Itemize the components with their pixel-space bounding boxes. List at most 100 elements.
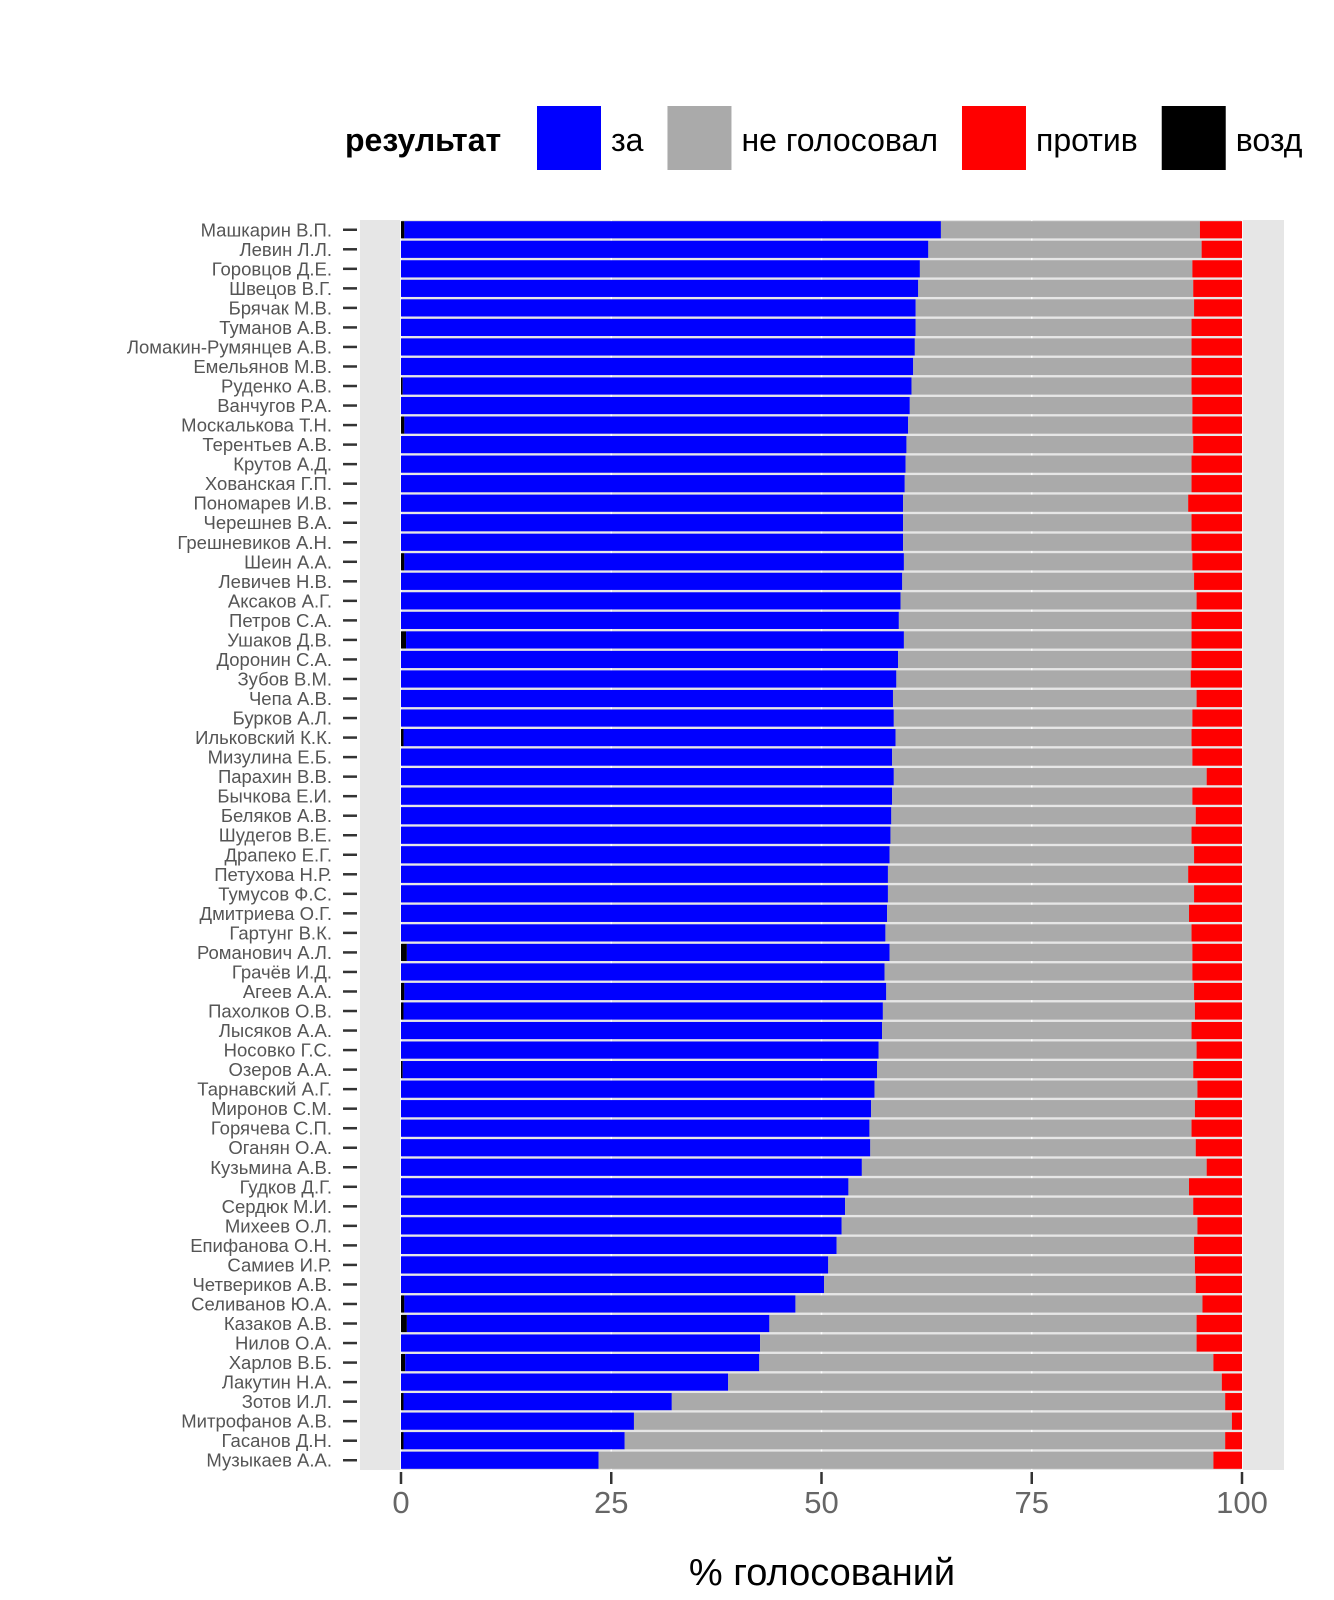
bar-segment-za <box>401 279 919 297</box>
bar-segment-ng <box>845 1197 1194 1215</box>
bar-segment-pr <box>1188 865 1242 883</box>
bar-segment-za <box>401 787 893 805</box>
bar-segment-za <box>401 1217 842 1235</box>
bar-segment-za <box>401 1158 862 1176</box>
bar-segment-za <box>401 963 885 981</box>
bar-segment-ng <box>870 1139 1196 1157</box>
bar-row <box>401 396 1242 415</box>
bar-segment-za <box>402 377 912 395</box>
bar-segment-pr <box>1192 787 1242 805</box>
bar-segment-pr <box>1196 689 1242 708</box>
bar-row <box>401 904 1242 922</box>
bar-row <box>401 865 1242 883</box>
bar-segment-abst <box>401 221 405 239</box>
bar-row <box>401 514 1242 532</box>
bar-segment-pr <box>1193 1197 1242 1215</box>
bar-row <box>401 924 1242 942</box>
bar-segment-abst <box>401 1061 403 1079</box>
legend-label: возд <box>1236 122 1303 158</box>
bar-row <box>401 1451 1242 1469</box>
bar-segment-ng <box>909 396 1193 415</box>
bar-row <box>401 1393 1242 1411</box>
bar-segment-ng <box>918 279 1194 297</box>
bar-segment-ng <box>671 1393 1226 1411</box>
bar-segment-pr <box>1225 1393 1242 1411</box>
y-tick-label: Ванчугов Р.А. <box>217 395 332 416</box>
bar-row <box>401 475 1242 493</box>
bar-row <box>401 1334 1242 1352</box>
bar-row <box>401 1217 1242 1235</box>
y-tick-label: Емельянов М.В. <box>193 356 332 377</box>
y-tick-label: Мизулина Е.Б. <box>208 747 332 768</box>
bar-segment-za <box>402 1061 878 1079</box>
bar-segment-ng <box>892 689 1197 708</box>
bar-row <box>401 1256 1242 1274</box>
bar-segment-za <box>404 221 941 239</box>
bar-segment-za <box>401 1256 829 1274</box>
bar-row <box>401 1178 1242 1196</box>
bar-segment-abst <box>401 416 405 434</box>
bar-row <box>401 338 1242 356</box>
bar-row <box>401 963 1242 981</box>
bar-row <box>401 260 1242 278</box>
bar-row <box>401 455 1242 473</box>
bar-row <box>401 807 1242 825</box>
bar-segment-za <box>401 514 904 532</box>
bar-segment-za <box>401 396 910 415</box>
bar-segment-pr <box>1195 1139 1242 1157</box>
bar-segment-ng <box>903 631 1192 649</box>
bar-segment-ng <box>895 728 1192 747</box>
bar-segment-pr <box>1191 728 1242 747</box>
bar-segment-ng <box>887 904 1190 922</box>
bar-segment-pr <box>1191 631 1242 649</box>
bar-segment-pr <box>1213 1451 1242 1469</box>
bar-segment-za <box>401 260 920 278</box>
y-tick-label: Самиев И.Р. <box>227 1254 332 1275</box>
y-tick-label: Тумусов Ф.С. <box>218 883 332 904</box>
bar-segment-za <box>403 728 896 747</box>
bar-row <box>401 592 1242 610</box>
bar-segment-abst <box>401 1353 406 1372</box>
bar-segment-pr <box>1194 982 1242 1001</box>
bar-row <box>401 768 1242 786</box>
y-tick-label: Нилов О.А. <box>235 1333 332 1354</box>
bar-segment-za <box>401 475 905 493</box>
bar-segment-za <box>401 533 904 551</box>
bar-segment-ng <box>903 533 1192 551</box>
bar-segment-za <box>401 1041 879 1059</box>
bar-segment-pr <box>1188 494 1242 512</box>
bar-row <box>401 1197 1242 1215</box>
y-tick-label: Тарнавский А.Г. <box>197 1079 332 1100</box>
bar-segment-za <box>401 1100 872 1118</box>
bar-segment-ng <box>598 1451 1214 1469</box>
bar-segment-ng <box>889 846 1195 864</box>
x-tick-label: 100 <box>1216 1485 1268 1520</box>
legend-item: против <box>961 106 1138 170</box>
bar-row <box>401 318 1242 337</box>
y-tick-label: Зотов И.Л. <box>242 1391 332 1412</box>
bar-segment-pr <box>1221 1373 1242 1391</box>
bar-segment-ng <box>893 709 1193 727</box>
y-tick-label: Пономарев И.В. <box>193 493 332 514</box>
bar-segment-abst <box>401 728 404 747</box>
bar-segment-ng <box>841 1217 1198 1235</box>
bar-segment-ng <box>836 1236 1195 1254</box>
bar-segment-za <box>401 1119 870 1137</box>
bar-segment-pr <box>1191 318 1242 337</box>
bar-row <box>401 377 1242 395</box>
bar-row <box>401 670 1242 688</box>
bar-row <box>401 572 1242 590</box>
bar-row <box>401 1373 1242 1391</box>
bar-segment-za <box>401 455 906 473</box>
bar-segment-pr <box>1194 1002 1242 1020</box>
y-tick-label: Бычкова Е.И. <box>217 786 332 807</box>
bar-segment-pr <box>1191 357 1242 376</box>
y-axis-labels: Машкарин В.П.Левин Л.Л.Горовцов Д.Е.Швец… <box>127 219 332 1470</box>
bar-segment-pr <box>1191 338 1242 356</box>
bar-segment-abst <box>401 1002 404 1020</box>
bar-segment-pr <box>1192 396 1242 415</box>
y-tick-label: Ильковский К.К. <box>195 727 332 748</box>
bar-row <box>401 787 1242 805</box>
y-tick-label: Михеев О.Л. <box>225 1215 332 1236</box>
y-tick-label: Кузьмина А.В. <box>210 1157 332 1178</box>
